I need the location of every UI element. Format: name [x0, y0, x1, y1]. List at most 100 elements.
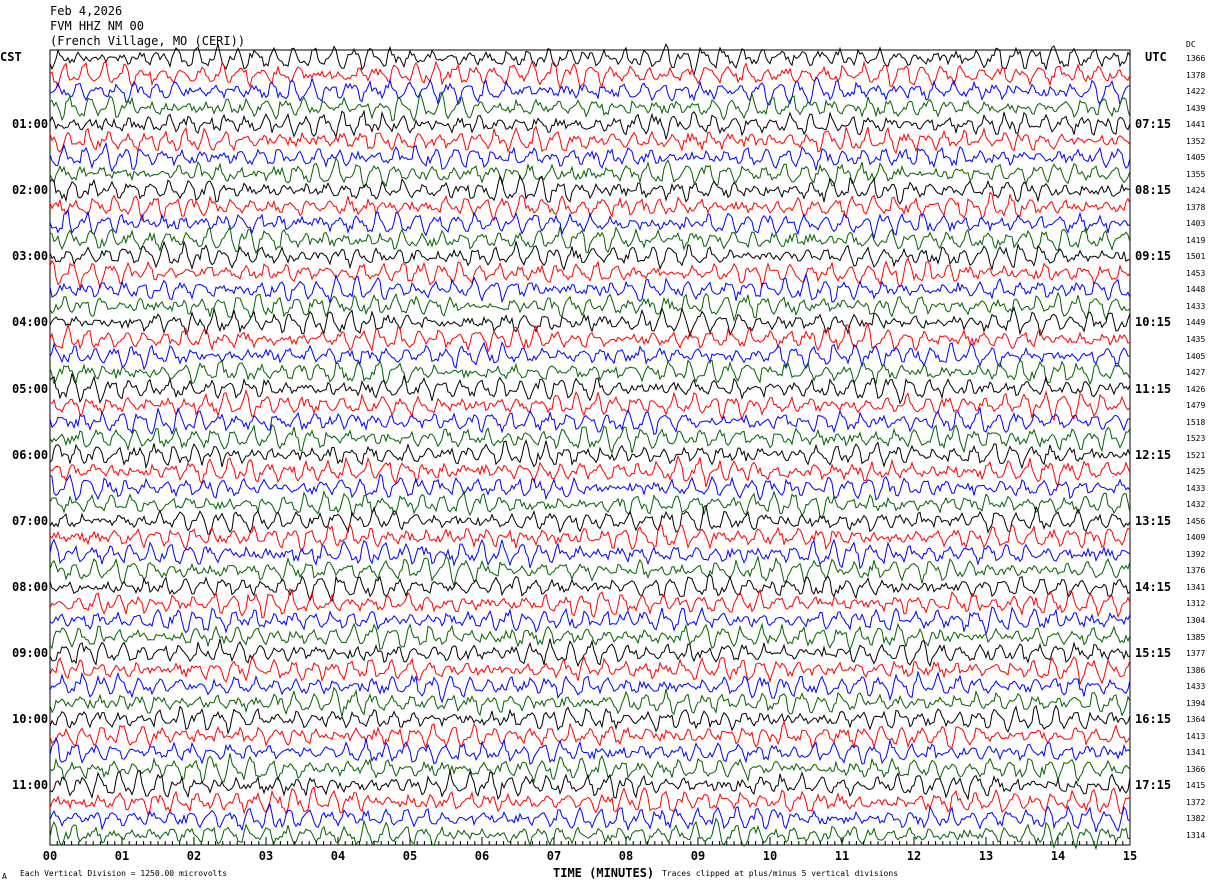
dc-value: 1378 — [1186, 70, 1206, 80]
trace-2 — [49, 76, 1131, 106]
cst-hour-label: 10:00 — [12, 712, 49, 727]
dc-value: 1518 — [1186, 417, 1206, 427]
dc-label: DC — [1186, 40, 1196, 49]
x-tick-label: 01 — [114, 849, 130, 863]
trace-30 — [49, 538, 1131, 570]
trace-26 — [49, 473, 1131, 502]
trace-39 — [49, 686, 1131, 717]
utc-hour-label: 16:15 — [1135, 712, 1172, 727]
trace-7 — [49, 157, 1131, 189]
dc-value: 1394 — [1186, 698, 1206, 708]
trace-24 — [49, 438, 1131, 470]
cst-hour-label: 04:00 — [12, 315, 49, 330]
dc-value: 1435 — [1186, 335, 1206, 344]
utc-hour-label: 14:15 — [1135, 579, 1172, 594]
trace-46 — [49, 802, 1131, 833]
trace-16 — [49, 306, 1131, 338]
scale-note: Each Vertical Division = 1250.00 microvo… — [20, 869, 228, 878]
dc-value: 1377 — [1186, 649, 1206, 659]
cst-hour-label: 06:00 — [12, 447, 49, 462]
utc-label: UTC — [1145, 50, 1167, 64]
x-tick-label: 09 — [690, 849, 706, 863]
dc-value: 1409 — [1186, 533, 1206, 543]
cst-hour-label: 03:00 — [12, 249, 49, 264]
trace-40 — [49, 704, 1131, 736]
dc-value: 1312 — [1186, 599, 1206, 609]
trace-28 — [49, 504, 1131, 535]
dc-value: 1405 — [1186, 351, 1206, 361]
x-tick-label: 14 — [1050, 849, 1066, 863]
cst-hour-label: 07:00 — [12, 513, 49, 528]
dc-value: 1479 — [1186, 401, 1206, 411]
utc-hour-label: 13:15 — [1135, 513, 1172, 528]
dc-value: 1304 — [1186, 616, 1206, 626]
dc-value: 1366 — [1186, 764, 1206, 774]
dc-value: 1422 — [1186, 87, 1206, 97]
x-tick-label: 12 — [906, 849, 922, 863]
x-tick-label: 00 — [42, 849, 58, 863]
dc-value: 1385 — [1186, 632, 1206, 642]
dc-value: 1523 — [1186, 434, 1206, 444]
trace-5 — [49, 125, 1131, 155]
trace-15 — [49, 291, 1131, 323]
cst-hour-label: 09:00 — [12, 646, 49, 661]
x-tick-label: 05 — [402, 849, 418, 863]
dc-value: 1392 — [1186, 549, 1206, 559]
trace-23 — [49, 423, 1131, 455]
cst-hour-label: 08:00 — [12, 579, 49, 594]
trace-19 — [49, 359, 1131, 386]
x-tick-label: 06 — [474, 849, 490, 863]
dc-value: 1364 — [1186, 715, 1206, 725]
utc-hour-label: 15:15 — [1135, 646, 1172, 661]
x-tick-label: 03 — [258, 849, 274, 863]
trace-3 — [49, 90, 1131, 123]
dc-value: 1386 — [1186, 665, 1206, 675]
trace-47 — [49, 817, 1131, 851]
utc-hour-label: 10:15 — [1135, 315, 1172, 330]
dc-value: 1433 — [1186, 301, 1206, 311]
dc-value: 1372 — [1186, 797, 1206, 807]
dc-value: 1341 — [1186, 582, 1206, 592]
dc-value: 1403 — [1186, 219, 1206, 229]
corner-mark: A — [2, 872, 7, 881]
dc-value: 1341 — [1186, 748, 1206, 758]
x-tick-label: 13 — [978, 849, 994, 863]
location-label: (French Village, MO (CERI)) — [50, 34, 246, 48]
dc-value: 1433 — [1186, 682, 1206, 692]
cst-hour-label: 01:00 — [12, 117, 49, 132]
dc-value: 1419 — [1186, 235, 1206, 245]
dc-value: 1432 — [1186, 500, 1206, 510]
trace-0 — [49, 42, 1131, 77]
trace-31 — [49, 555, 1131, 588]
trace-45 — [49, 785, 1131, 816]
x-tick-label: 07 — [546, 849, 562, 863]
trace-25 — [49, 454, 1131, 488]
dc-value: 1433 — [1186, 483, 1206, 493]
dc-value: 1424 — [1186, 186, 1206, 196]
date-label: Feb 4,2026 — [50, 4, 123, 18]
dc-value: 1449 — [1186, 318, 1206, 328]
trace-22 — [49, 406, 1130, 436]
trace-21 — [49, 389, 1131, 422]
utc-hour-label: 12:15 — [1135, 447, 1172, 462]
dc-value: 1415 — [1186, 781, 1206, 791]
trace-10 — [49, 208, 1131, 240]
dc-value: 1425 — [1186, 467, 1206, 477]
trace-14 — [49, 272, 1131, 304]
trace-38 — [49, 670, 1131, 704]
trace-34 — [49, 606, 1131, 636]
trace-6 — [49, 141, 1131, 173]
utc-hour-label: 07:15 — [1135, 117, 1172, 132]
trace-1 — [49, 60, 1131, 90]
dc-value: 1355 — [1186, 169, 1206, 179]
dc-value: 1382 — [1186, 814, 1206, 824]
trace-13 — [49, 257, 1131, 289]
cst-hour-label: 05:00 — [12, 381, 49, 396]
dc-value: 1501 — [1186, 252, 1206, 262]
dc-value: 1448 — [1186, 285, 1206, 295]
dc-value: 1521 — [1186, 450, 1206, 460]
dc-value: 1426 — [1186, 384, 1206, 394]
trace-32 — [49, 573, 1131, 603]
